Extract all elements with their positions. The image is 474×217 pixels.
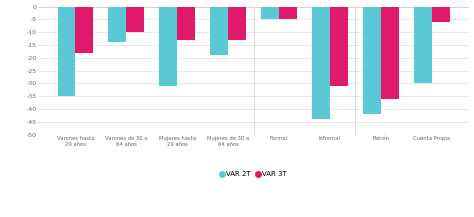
Bar	[381, 7, 399, 99]
Bar	[75, 7, 93, 53]
Bar	[57, 7, 75, 96]
Bar	[279, 7, 297, 19]
Bar	[228, 7, 246, 40]
Bar	[432, 7, 450, 22]
Bar	[126, 7, 144, 32]
Bar	[109, 7, 126, 42]
Bar	[312, 7, 330, 119]
Bar	[363, 7, 381, 114]
Bar	[177, 7, 195, 40]
Bar	[330, 7, 348, 86]
Bar	[261, 7, 279, 19]
Bar	[159, 7, 177, 86]
Bar	[210, 7, 228, 55]
Legend: VAR 2T, VAR 3T: VAR 2T, VAR 3T	[218, 168, 290, 180]
Bar	[414, 7, 432, 83]
